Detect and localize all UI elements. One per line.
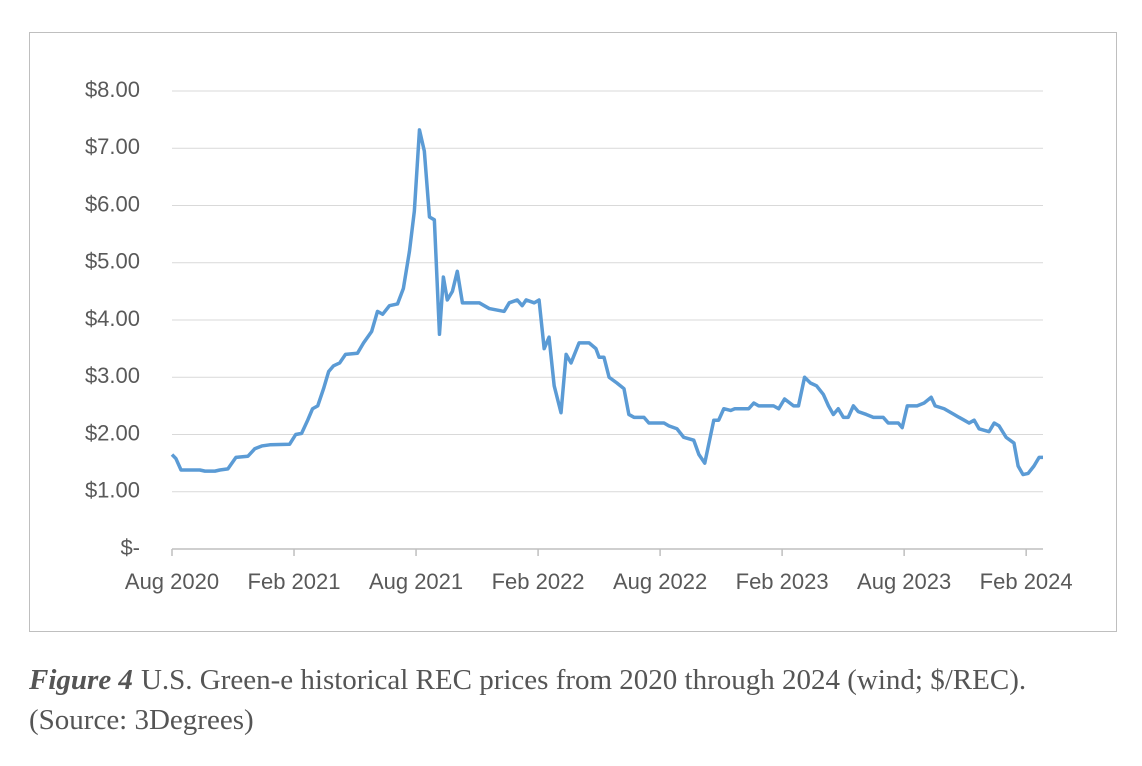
y-tick-label: $5.00: [85, 249, 140, 274]
x-tick-label: Feb 2022: [492, 569, 585, 594]
caption-text: U.S. Green-e historical REC prices from …: [29, 664, 1027, 736]
x-tick-label: Aug 2021: [369, 569, 463, 594]
y-tick-label: $8.00: [85, 77, 140, 102]
x-tick-label: Feb 2021: [248, 569, 341, 594]
x-tick-label: Aug 2020: [125, 569, 219, 594]
y-tick-label: $4.00: [85, 306, 140, 331]
caption: Figure 4 U.S. Green-e historical REC pric…: [29, 660, 1039, 740]
x-tick-label: Feb 2023: [736, 569, 829, 594]
chart-frame: [29, 32, 1117, 632]
y-tick-label: $-: [120, 535, 140, 560]
y-tick-label: $1.00: [85, 478, 140, 503]
y-tick-label: $7.00: [85, 134, 140, 159]
x-tick-label: Feb 2024: [980, 569, 1073, 594]
y-tick-label: $6.00: [85, 191, 140, 216]
y-tick-label: $3.00: [85, 363, 140, 388]
x-tick-label: Aug 2022: [613, 569, 707, 594]
price-line: [170, 128, 1043, 477]
x-tick-label: Aug 2023: [857, 569, 951, 594]
caption-label: Figure 4: [29, 664, 133, 696]
y-tick-label: $2.00: [85, 420, 140, 445]
